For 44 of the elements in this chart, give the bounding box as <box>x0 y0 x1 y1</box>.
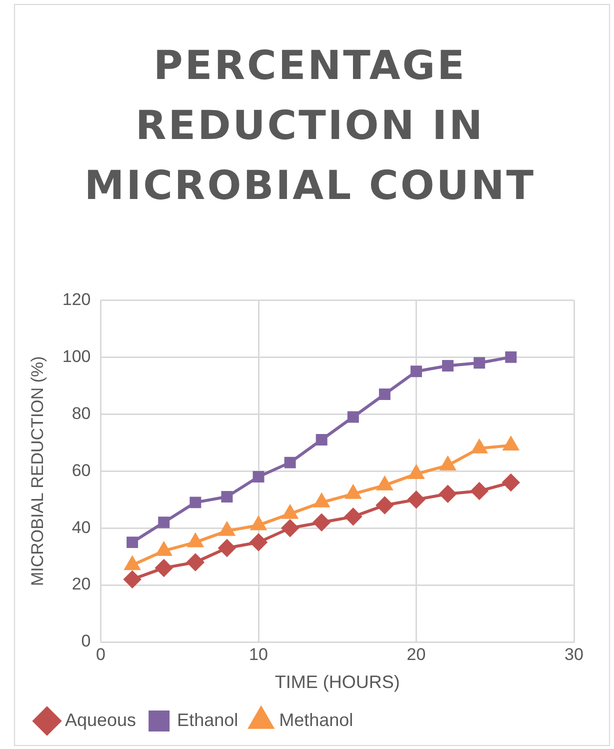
point <box>470 482 488 500</box>
y-tick-label: 120 <box>62 290 91 309</box>
point <box>158 516 170 528</box>
point <box>316 434 328 446</box>
point <box>347 411 359 423</box>
point <box>439 485 456 502</box>
point <box>221 490 233 502</box>
point <box>124 556 140 570</box>
y-tick-label: 40 <box>72 518 91 537</box>
point <box>378 388 390 400</box>
point <box>250 534 268 551</box>
point <box>408 491 425 508</box>
point <box>376 496 394 514</box>
point <box>505 351 517 363</box>
point <box>252 471 264 483</box>
point <box>155 559 172 576</box>
point <box>313 514 330 531</box>
point <box>474 357 486 369</box>
legend-label: Ethanol <box>177 710 238 730</box>
point <box>186 554 204 571</box>
legend-label: Methanol <box>279 710 354 730</box>
point <box>282 520 299 537</box>
point <box>410 366 422 378</box>
x-tick-label: 20 <box>406 644 426 664</box>
x-tick-label: 30 <box>564 644 584 664</box>
point <box>124 570 141 588</box>
y-tick-label: 0 <box>81 632 91 651</box>
y-tick-label: 20 <box>72 574 91 594</box>
point <box>344 508 362 526</box>
x-tick-label: 10 <box>249 644 268 664</box>
x-axis-title: TIME (HOURS) <box>274 672 400 692</box>
y-tick-label: 80 <box>72 404 91 423</box>
x-tick-label: 0 <box>96 644 106 664</box>
y-tick-label: 100 <box>62 346 91 366</box>
point <box>442 360 454 372</box>
point <box>284 456 296 468</box>
y-tick-label: 60 <box>72 460 91 480</box>
point <box>502 474 520 491</box>
point <box>126 536 138 548</box>
chart-title: PERCENTAGE REDUCTION IN MICROBIAL COUNT <box>83 42 537 211</box>
y-axis-title: MICROBIAL REDUCTION (%) <box>28 356 47 586</box>
point <box>190 496 202 508</box>
legend-label: Aqueous <box>65 710 136 730</box>
point <box>218 540 236 557</box>
